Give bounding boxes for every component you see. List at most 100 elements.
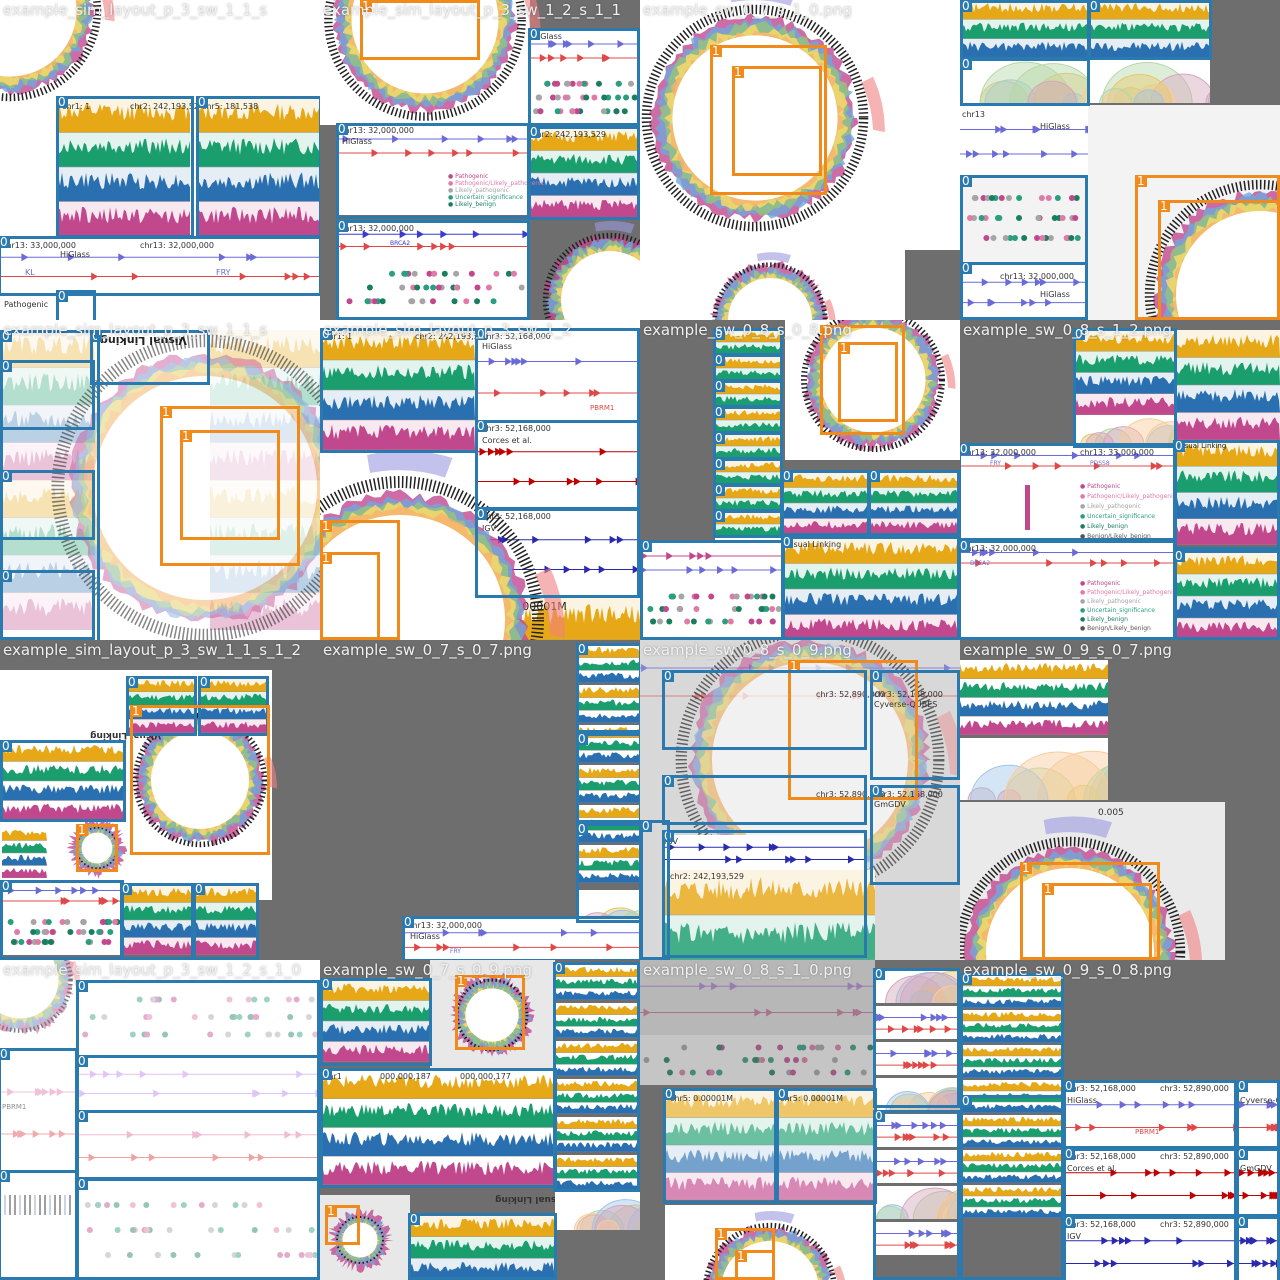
gene-panel [1065,1082,1235,1147]
thumbnail-tile-14[interactable]: chr1 000,000,187 000,000,177 Visual Linking… [320,960,640,1280]
area-track-chart [128,678,195,733]
gene-arrow [1089,1123,1097,1132]
multivec-panel [783,538,960,640]
circos-ideogram [641,4,869,232]
variant-point [146,1227,153,1233]
box-label: 1 [130,704,142,718]
thumbnail-tile-2[interactable]: 1 HiGlass chr2: 242,193,529 ● Pathogenic ● P… [320,0,640,320]
thumbnail-tile-16[interactable]: chr3: 52,168,000 chr3: 52,890,000 HiGlass 0… [960,960,1280,1280]
variant-point [735,606,742,612]
area-track [320,334,475,360]
gene-arrow [1145,1168,1153,1177]
area-track [0,485,95,518]
area-track [715,370,781,380]
mini-track-panel [555,965,640,1000]
area-track [870,521,960,534]
circos-ideogram [132,712,268,848]
detected-circos-box: 1 [735,1250,775,1280]
box-label: 1 [455,974,467,988]
thumbnail-tile-5[interactable]: Visual Linking 1 1 0 0 0 0 0 example_sim_layout_… [0,320,320,640]
arc-link [967,787,996,800]
variant-point [141,1031,148,1038]
variant-point [564,80,571,87]
axis-label: chr13: 33,000,000 [1080,448,1154,457]
thumbnail-tile-1[interactable]: chr1: 1 chr2: 242,193,529 chr5: 181,538 chr… [0,0,320,320]
gene-arrow [731,566,739,574]
area-track [2,803,124,820]
variant-point [49,929,56,935]
variant-point [88,929,95,935]
multivec-panel [2,828,47,878]
detected-view-box: 0 [960,58,1090,106]
thumbnail-tile-3[interactable]: 1 1 example_sw_0_7_s_1_0.png [640,0,960,320]
detected-circos-box: 1 [130,705,270,855]
gene-panel [0,238,320,293]
area-track [715,514,781,524]
area-track [128,707,195,720]
area-track [962,1068,1062,1078]
gene-arrow [1096,1100,1104,1109]
gene-arrow [1071,451,1079,460]
mini-track-panel [962,1115,1062,1148]
gene-panel: ● Pathogenic ● Pathogenic/Likely_pathogen… [338,125,544,215]
area-track [578,832,640,843]
axis-label: chr1 [324,1072,342,1081]
barcode-bar [39,1195,41,1215]
variant-point [364,298,371,305]
thumbnail-tile-8[interactable]: ● Pathogenic ● Pathogenic/Likely_pathogen… [960,320,1280,640]
detected-view-box: 0 [781,470,870,536]
multivec-panel [783,472,868,534]
area-track [530,199,640,218]
area-track-chart [1090,0,1210,58]
thumbnail-tile-12[interactable]: 0.005 1 1 example_sw_0_9_s_0_7.png [960,640,1280,960]
variant-point [984,195,991,201]
thumbnail-tile-13[interactable]: PBRM1 0 0 0 0 0 0 example_sim_layout_p_3_sw_1_2… [0,960,320,1280]
area-track-chart [578,686,640,723]
area-track-chart [715,512,781,536]
arc-link [1003,767,1076,800]
gene-arrow [602,54,610,62]
arc-link [1066,784,1101,800]
faded-panel [0,1175,76,1280]
gene-arrow [1271,1191,1279,1200]
axis-label: IGV [482,524,497,533]
thumbnail-tile-10[interactable]: chr13: 32,000,000 HiGlass FRY 0 0 0 0 example_s… [320,640,640,960]
gene-arrow [938,1169,946,1178]
axis-label: ● Pathogenic [1080,483,1121,490]
area-track-chart [665,1090,775,1200]
detected-view-box: 0 [1173,550,1280,640]
area-track [715,395,781,406]
gene-arrow [975,559,983,567]
area-track [1175,470,1280,493]
thumbnail-tile-4[interactable]: chr13 HiGlass chr13: 32,000,000 HiGlass 0 0 0 0… [960,0,1280,320]
thumbnail-tile-7[interactable]: 0 0 0 0 0 0 0 0 1 1 0 0 Visual Linking 0 0 example_sw_0… [640,320,960,640]
variant-point [96,929,103,935]
track-background [210,592,320,630]
box-label: 0 [0,1169,10,1183]
variant-point [678,593,685,600]
gene-arrow [440,242,448,251]
variant-point [250,1014,257,1020]
area-track [715,436,781,446]
gene-arrow [88,1153,96,1162]
variant-point [834,1044,841,1051]
area-track [783,592,960,615]
gene-arrow [837,1008,845,1017]
thumbnail-tile-9[interactable]: Visual Linking 0 0 0 1 1 0 0 0 example_sim_layout… [0,640,320,960]
axis-label: Cyverse-QUBES [1240,1096,1280,1105]
thumbnail-tile-6[interactable]: chr1: 1 chr2: 242,193,529 chr3: 52,168,000… [320,320,640,640]
multivec-panel [410,1215,555,1280]
box-label: 0 [126,675,138,689]
gene-arrow [239,272,247,281]
variant-point [967,215,974,221]
barcode-bar [49,1195,51,1215]
variant-point [756,618,763,625]
thumbnail-tile-15[interactable]: chr5: 0.00001M chr5: 0.00001M 0 0 0 0 1 1 exampl… [640,960,960,1280]
mini-track-panel [578,765,640,803]
gene-arrow [918,1229,926,1238]
gene-arrow [992,150,1000,158]
thumbnail-tile-11[interactable]: chr2: 242,193,529IGVchr3: 52,890,000chr3… [640,640,960,960]
box-label: 0 [960,442,970,456]
detected-view-box: 0 [960,973,1064,1098]
